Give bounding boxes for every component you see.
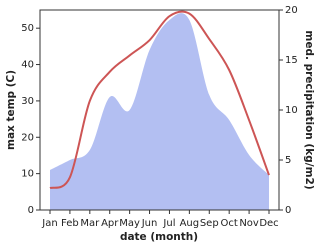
y-axis-title: max temp (C) [5,70,17,150]
y-tick-label: 10 [21,169,34,180]
y-tick-label: 20 [21,132,34,143]
x-tick-label: Jul [162,218,175,229]
y2-tick-label: 0 [285,205,291,216]
x-tick-label: Mar [80,218,100,229]
precipitation-area [50,13,269,210]
y-tick-label: 30 [21,96,34,107]
y-tick-label: 50 [21,23,34,34]
temp-line [49,10,270,190]
y2-axis-title: med. precipitation (kg/m2) [303,30,315,189]
y-tick-label: 0 [28,205,34,216]
x-tick-label: May [119,218,140,229]
x-axis-title: date (month) [120,231,198,243]
x-tick-label: Apr [101,218,119,229]
y2-tick-label: 15 [285,55,298,66]
chart: date (month) max temp (C) med. precipita… [5,5,315,243]
x-tick-label: Jun [141,218,158,229]
x-tick-label: Jan [41,218,57,229]
x-tick-label: Aug [180,218,200,229]
x-tick-label: Oct [221,218,238,229]
y-tick-label: 40 [21,60,34,71]
x-tick-label: Nov [239,218,259,229]
y2-tick-label: 20 [285,5,298,16]
x-tick-label: Feb [61,218,79,229]
x-tick-label: Dec [259,218,278,229]
y2-tick-label: 5 [285,155,291,166]
y2-tick-label: 10 [285,105,298,116]
x-tick-label: Sep [200,218,219,229]
